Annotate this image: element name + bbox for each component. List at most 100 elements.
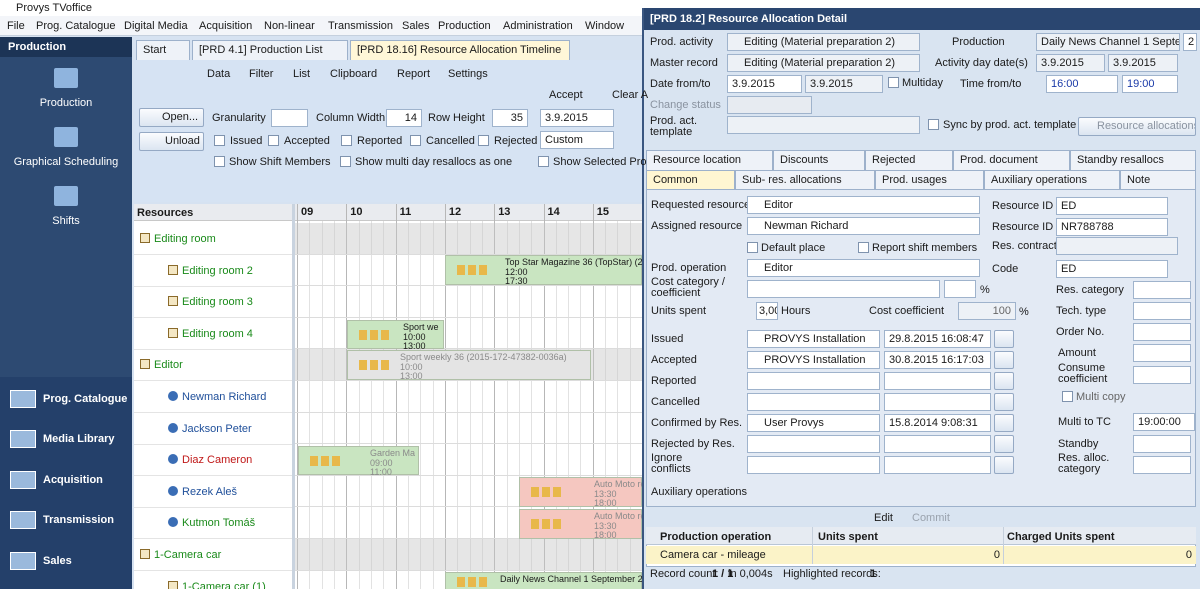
nav-item[interactable]: Acquisition [43, 474, 103, 486]
detail-tab[interactable]: Standby resallocs [1070, 150, 1196, 170]
toolbar-menu[interactable]: Data [207, 68, 231, 80]
cost-coefficient-input[interactable]: 100 [958, 302, 1016, 320]
grid-tool[interactable]: Edit [874, 512, 893, 524]
menu-item[interactable]: File [7, 20, 25, 32]
sidebar-item[interactable]: Graphical Scheduling [13, 156, 119, 168]
field-value[interactable]: 3.9.2015 [727, 75, 802, 93]
detail-tab[interactable]: Auxiliary operations [984, 170, 1120, 189]
status-action[interactable] [994, 351, 1014, 369]
field-value[interactable]: 2 [1183, 33, 1197, 51]
menu-item[interactable]: Prog. Catalogue [36, 20, 116, 32]
field-value[interactable]: Daily News Channel 1 Septeml [1036, 33, 1180, 51]
column-width-input[interactable]: 14 [386, 109, 422, 127]
nav-item[interactable]: Sales [43, 555, 72, 567]
granularity-select[interactable] [271, 109, 308, 127]
nav-item[interactable]: Media Library [43, 433, 115, 445]
field-value[interactable]: Editing (Material preparation 2) [727, 54, 920, 72]
form-check[interactable] [1062, 391, 1073, 402]
field-value[interactable]: 19:00 [1122, 75, 1178, 93]
menu-item[interactable]: Digital Media [124, 20, 188, 32]
field-value[interactable]: 3.9.2015 [1036, 54, 1105, 72]
detail-tab[interactable]: Common [646, 170, 735, 189]
status-time[interactable]: 29.8.2015 16:08:47 [884, 330, 991, 348]
menu-item[interactable]: Acquisition [199, 20, 253, 32]
status-user[interactable] [747, 372, 880, 390]
toolbar-menu[interactable]: Settings [448, 68, 488, 80]
toolbar-menu[interactable]: Filter [249, 68, 274, 80]
status-time[interactable]: 15.8.2014 9:08:31 [884, 414, 991, 432]
field-value[interactable]: 16:00 [1046, 75, 1118, 93]
resource-alloc-button[interactable]: Resource allocations fro [1078, 117, 1196, 136]
right-value[interactable] [1133, 344, 1191, 362]
detail-tab[interactable]: Prod. usages [875, 170, 984, 189]
right-value[interactable]: ED [1056, 260, 1168, 278]
form-check[interactable] [858, 242, 869, 253]
toolbar-menu[interactable]: Report [397, 68, 431, 80]
grid-tool[interactable]: Commit [912, 512, 950, 524]
sync-check[interactable] [928, 119, 939, 130]
status-time[interactable]: 30.8.2015 16:17:03 [884, 351, 991, 369]
change-status-select[interactable] [727, 96, 812, 114]
multiday-check[interactable] [888, 77, 899, 88]
right-value[interactable]: ED [1056, 197, 1168, 215]
row-height-input[interactable]: 35 [492, 109, 528, 127]
resource-name[interactable]: Newman Richard [182, 391, 267, 403]
form-check[interactable] [747, 242, 758, 253]
filter-check[interactable] [268, 135, 279, 146]
resource-name[interactable]: Kutmon Tomáš [182, 517, 256, 530]
nav-item[interactable]: Transmission [43, 514, 114, 526]
field-value[interactable]: 3.9.2015 [805, 75, 883, 93]
filter-check[interactable] [214, 135, 225, 146]
right-value[interactable] [1133, 366, 1191, 384]
detail-tab[interactable]: Note [1120, 170, 1196, 189]
menu-item[interactable]: Sales [402, 20, 430, 32]
resource-name[interactable]: Editing room [154, 233, 216, 245]
status-user[interactable] [747, 435, 880, 453]
right-value[interactable] [1133, 302, 1191, 320]
status-time[interactable] [884, 435, 991, 453]
option-check[interactable] [214, 156, 225, 167]
menu-item[interactable]: Production [438, 20, 491, 32]
right-value[interactable] [1133, 323, 1191, 341]
accept-button[interactable]: Accept [549, 89, 583, 101]
resource-name[interactable]: 1-Camera car (1) [182, 580, 266, 589]
right-value[interactable] [1133, 456, 1191, 474]
status-action[interactable] [994, 414, 1014, 432]
form-value[interactable]: Editor [747, 196, 980, 214]
filter-check[interactable] [478, 135, 489, 146]
option-check[interactable] [538, 156, 549, 167]
booking[interactable] [445, 572, 642, 589]
menu-item[interactable]: Window [585, 20, 625, 32]
nav-item[interactable]: Prog. Catalogue [43, 393, 128, 405]
detail-tab[interactable]: Prod. document [953, 150, 1070, 170]
right-value[interactable] [1133, 435, 1191, 453]
right-value[interactable] [1056, 237, 1178, 255]
unload-button[interactable]: Unload [139, 132, 204, 151]
range-select[interactable]: Custom [540, 131, 614, 149]
document-tab[interactable]: [PRD 18.16] Resource Allocation Timeline [350, 40, 570, 60]
resource-name[interactable]: Editing room 4 [182, 327, 253, 340]
document-tab[interactable]: [PRD 4.1] Production List [192, 40, 348, 60]
right-value[interactable]: NR788788 [1056, 218, 1168, 236]
status-action[interactable] [994, 372, 1014, 390]
resource-name[interactable]: Diaz Cameron [182, 454, 253, 467]
status-user[interactable]: PROVYS Installation [747, 330, 880, 348]
status-time[interactable] [884, 456, 991, 474]
date-input[interactable]: 3.9.2015 [540, 109, 614, 127]
detail-tab[interactable]: Discounts [773, 150, 865, 170]
menu-item[interactable]: Administration [503, 20, 573, 32]
sidebar-item[interactable]: Shifts [52, 215, 80, 227]
resource-name[interactable]: 1-Camera car [154, 549, 222, 561]
resource-name[interactable]: Editing room 3 [182, 296, 253, 309]
toolbar-menu[interactable]: Clipboard [330, 68, 378, 80]
status-time[interactable] [884, 372, 991, 390]
resource-name[interactable]: Jackson Peter [182, 422, 252, 435]
detail-tab[interactable]: Rejected [865, 150, 953, 170]
right-value[interactable]: 19:00:00 [1133, 413, 1195, 431]
detail-tab[interactable]: Sub- res. allocations [735, 170, 875, 189]
filter-check[interactable] [341, 135, 352, 146]
coefficient-input[interactable] [944, 280, 976, 298]
resource-name[interactable]: Editing room 2 [182, 264, 253, 277]
status-action[interactable] [994, 330, 1014, 348]
field-value[interactable]: Editing (Material preparation 2) [727, 33, 920, 51]
